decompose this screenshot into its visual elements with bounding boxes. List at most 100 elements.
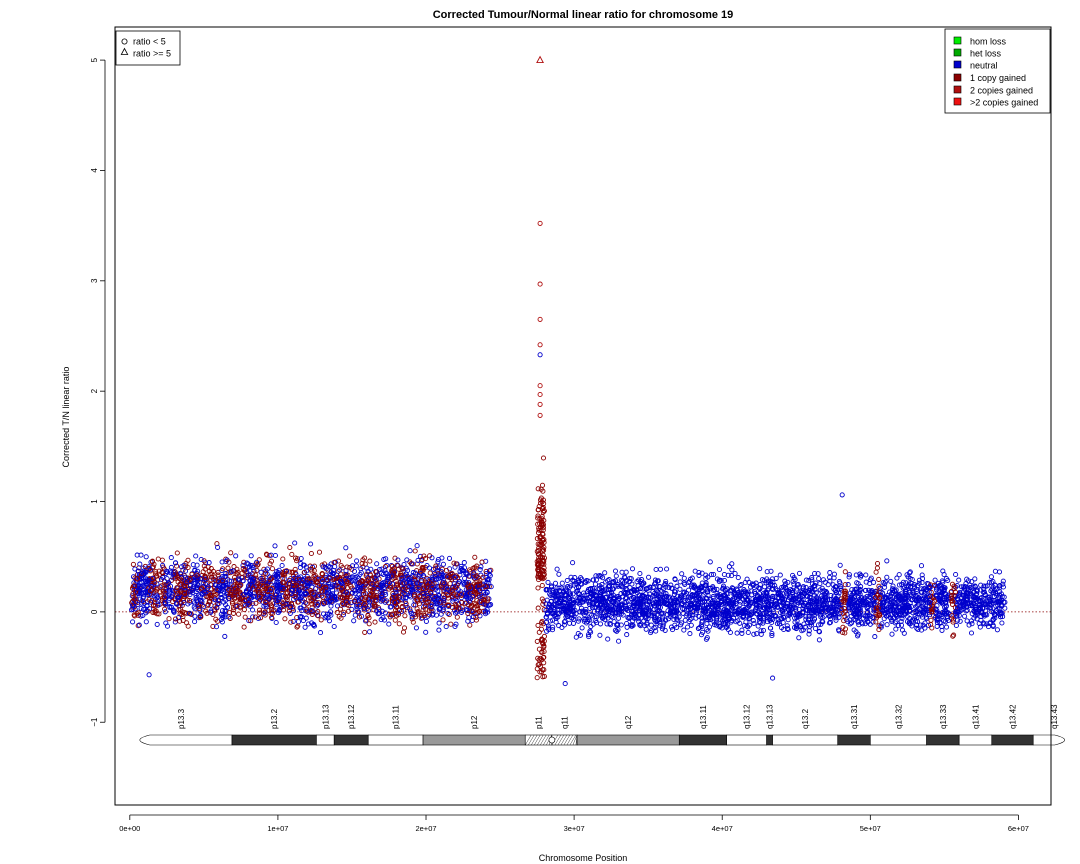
probe-point bbox=[378, 617, 384, 623]
probe-point bbox=[464, 571, 470, 577]
probe-point bbox=[365, 613, 371, 619]
probe-point bbox=[164, 581, 170, 588]
probe-point bbox=[429, 586, 436, 592]
probe-point bbox=[476, 608, 482, 615]
probe-point bbox=[241, 624, 247, 630]
probe-point bbox=[365, 568, 371, 574]
probe-point bbox=[410, 561, 416, 567]
probe-point bbox=[416, 573, 422, 579]
probe-point bbox=[539, 537, 546, 543]
probe-point bbox=[362, 600, 368, 606]
probe-point bbox=[375, 572, 381, 578]
probe-point bbox=[351, 568, 358, 574]
probe-point bbox=[441, 596, 447, 602]
probe-point bbox=[343, 545, 349, 551]
probe-point bbox=[378, 598, 384, 604]
probe-point bbox=[247, 568, 253, 574]
probe-point bbox=[340, 595, 346, 601]
probe-point bbox=[297, 576, 303, 583]
probe-point bbox=[477, 594, 483, 600]
probe-point bbox=[319, 571, 326, 577]
probe-point bbox=[222, 607, 228, 613]
probe-point bbox=[488, 584, 494, 590]
probe-point bbox=[398, 573, 404, 579]
probe-point bbox=[486, 568, 493, 574]
probe-point bbox=[440, 580, 447, 586]
probe-point bbox=[194, 572, 200, 578]
probe-point bbox=[206, 560, 212, 566]
probe-point bbox=[205, 584, 211, 590]
probe-point bbox=[290, 573, 296, 579]
probe-point bbox=[256, 610, 263, 616]
probe-point bbox=[269, 606, 275, 613]
probe-point bbox=[305, 577, 311, 583]
probe-point bbox=[426, 577, 432, 583]
probe-point bbox=[288, 619, 294, 625]
probe-point bbox=[298, 584, 304, 590]
probe-point bbox=[242, 614, 248, 620]
probe-point bbox=[540, 455, 547, 461]
probe-point bbox=[381, 617, 388, 623]
probe-point bbox=[953, 622, 959, 629]
probe-point bbox=[139, 580, 145, 586]
probe-point bbox=[365, 577, 372, 583]
probe-point bbox=[287, 544, 293, 551]
probe-point bbox=[162, 601, 168, 607]
probe-point bbox=[258, 615, 264, 621]
probe-point bbox=[335, 558, 342, 564]
probe-point bbox=[173, 560, 179, 566]
probe-point bbox=[324, 577, 330, 583]
probe-point bbox=[534, 638, 540, 644]
probe-point bbox=[267, 587, 273, 593]
probe-point bbox=[803, 614, 809, 620]
probe-point bbox=[361, 591, 367, 597]
probe-point bbox=[461, 580, 467, 586]
probe-point bbox=[540, 509, 546, 515]
probe-point bbox=[285, 590, 291, 596]
probe-point bbox=[425, 613, 431, 619]
probe-point bbox=[240, 562, 246, 568]
probe-point bbox=[440, 561, 446, 567]
probe-point bbox=[367, 558, 373, 564]
probe-point bbox=[392, 599, 398, 605]
probe-point bbox=[433, 576, 439, 582]
probe-point bbox=[537, 655, 544, 661]
probe-point bbox=[181, 583, 187, 589]
probe-point bbox=[175, 615, 182, 621]
probe-point bbox=[446, 603, 452, 610]
probe-point bbox=[166, 616, 172, 622]
probe-point bbox=[344, 578, 350, 584]
probe-point bbox=[198, 556, 204, 563]
probe-point bbox=[263, 599, 269, 605]
probe-point bbox=[178, 571, 184, 577]
probe-point bbox=[280, 586, 286, 592]
probe-point bbox=[461, 568, 467, 574]
probe-point bbox=[182, 568, 189, 574]
probe-point bbox=[216, 597, 222, 603]
probe-point bbox=[465, 590, 471, 596]
probe-point bbox=[258, 594, 264, 600]
probe-point bbox=[461, 590, 467, 597]
probe-point bbox=[279, 562, 285, 569]
probe-point bbox=[535, 521, 541, 527]
probe-point bbox=[482, 602, 488, 608]
probe-point bbox=[227, 615, 233, 621]
probe-point bbox=[487, 573, 493, 579]
probe-point bbox=[238, 582, 244, 588]
probe-point bbox=[152, 603, 158, 609]
probe-point bbox=[254, 567, 260, 573]
probe-point bbox=[273, 597, 279, 603]
probe-point bbox=[289, 551, 295, 557]
probe-point bbox=[919, 572, 925, 578]
probe-point bbox=[277, 595, 283, 601]
probe-point bbox=[402, 613, 408, 619]
probe-point bbox=[538, 574, 544, 581]
probe-point bbox=[297, 614, 303, 620]
probe-point bbox=[538, 527, 544, 533]
probe-point bbox=[246, 599, 252, 605]
probe-point bbox=[423, 629, 429, 635]
probe-point bbox=[321, 600, 328, 606]
probe-point bbox=[818, 614, 824, 620]
probe-point bbox=[233, 553, 239, 559]
probe-point bbox=[459, 608, 465, 614]
